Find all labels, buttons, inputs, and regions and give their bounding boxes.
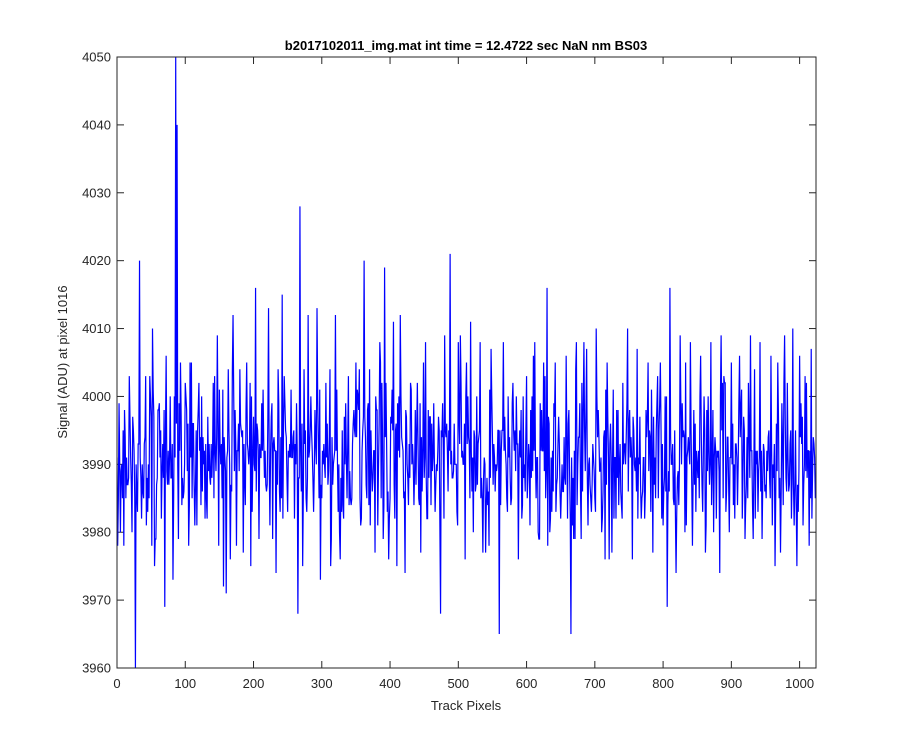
- x-tick-label: 300: [311, 676, 333, 691]
- x-tick-label: 100: [174, 676, 196, 691]
- x-tick-label: 700: [584, 676, 606, 691]
- y-tick-label: 4000: [82, 389, 111, 404]
- y-tick-label: 3990: [82, 457, 111, 472]
- x-tick-label: 200: [243, 676, 265, 691]
- y-tick-label: 4010: [82, 321, 111, 336]
- x-tick-label: 800: [652, 676, 674, 691]
- x-tick-label: 0: [113, 676, 120, 691]
- x-tick-label: 1000: [785, 676, 814, 691]
- y-tick-label: 4050: [82, 50, 111, 65]
- x-tick-label: 500: [447, 676, 469, 691]
- y-tick-label: 4040: [82, 117, 111, 132]
- y-axis: 3960 3970 3980 3990 4000 4010 4020 4030 4040 4050: [82, 50, 816, 676]
- x-tick-label: 900: [721, 676, 743, 691]
- axes-box: [116, 56, 817, 669]
- y-tick-label: 4030: [82, 185, 111, 200]
- y-tick-label: 3970: [82, 593, 111, 608]
- y-axis-label: Signal (ADU) at pixel 1016: [55, 285, 70, 438]
- y-tick-label: 3960: [82, 661, 111, 676]
- x-tick-label: 400: [379, 676, 401, 691]
- x-axis: 0 100 200 300 400 500 600 700 800 900 1000: [113, 57, 814, 691]
- chart-title: b2017102011_img.mat int time = 12.4722 s…: [285, 38, 647, 53]
- series-line: [117, 57, 816, 668]
- y-tick-label: 4020: [82, 253, 111, 268]
- x-tick-label: 600: [516, 676, 538, 691]
- x-axis-label: Track Pixels: [431, 698, 502, 713]
- y-tick-label: 3980: [82, 525, 111, 540]
